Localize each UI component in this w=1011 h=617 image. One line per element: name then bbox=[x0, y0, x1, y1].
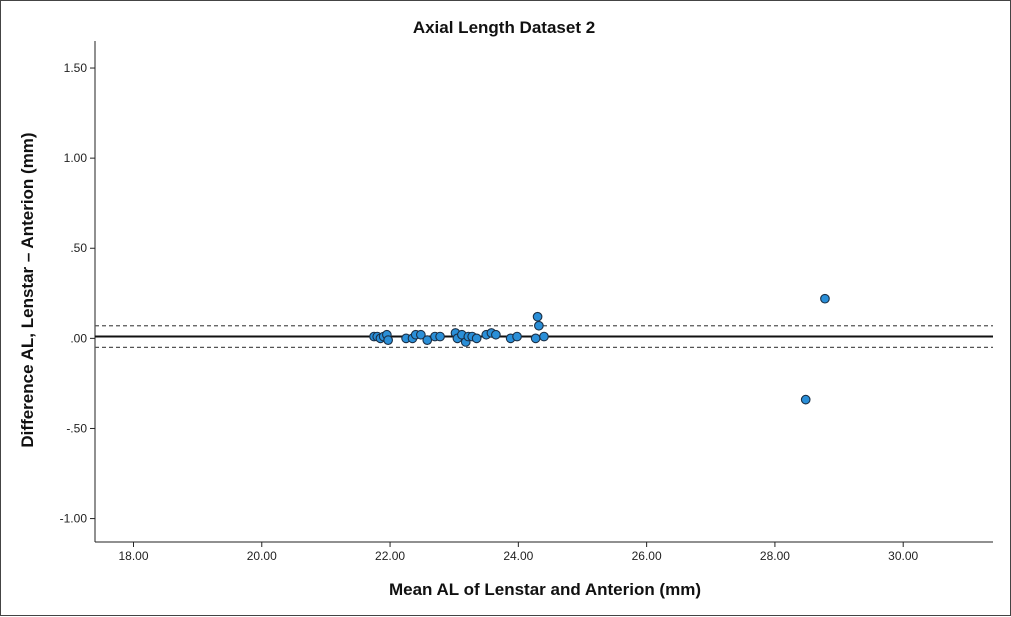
x-tick-label: 24.00 bbox=[503, 549, 533, 563]
data-point bbox=[534, 320, 544, 331]
y-tick-label: -1.00 bbox=[60, 512, 88, 526]
x-tick-label: 22.00 bbox=[375, 549, 405, 563]
data-point bbox=[383, 335, 393, 346]
y-tick-label: .50 bbox=[70, 241, 87, 255]
y-tick-label: 1.50 bbox=[64, 61, 88, 75]
x-tick-label: 20.00 bbox=[247, 549, 277, 563]
data-point bbox=[512, 331, 522, 342]
data-point bbox=[532, 311, 543, 322]
chart-title: Axial Length Dataset 2 bbox=[413, 18, 595, 37]
x-tick-label: 30.00 bbox=[888, 549, 918, 563]
data-point bbox=[800, 394, 811, 405]
x-tick-label: 18.00 bbox=[118, 549, 148, 563]
data-point bbox=[491, 329, 501, 340]
y-axis-title: Difference AL, Lenstar – Anterion (mm) bbox=[18, 132, 37, 447]
plot-area: 1.50 1.00 .50 .00 -.50 -1.00 18.00 20.00 22.00 24… bbox=[60, 41, 993, 563]
data-point bbox=[435, 331, 445, 342]
data-point bbox=[422, 335, 433, 346]
y-tick-label: 1.00 bbox=[64, 151, 88, 165]
y-tick-label: -.50 bbox=[66, 421, 87, 435]
x-axis-title: Mean AL of Lenstar and Anterion (mm) bbox=[389, 580, 701, 599]
x-tick-label: 28.00 bbox=[760, 549, 790, 563]
data-point bbox=[539, 331, 549, 342]
x-tick-label: 26.00 bbox=[632, 549, 662, 563]
data-point bbox=[530, 333, 541, 344]
data-point bbox=[820, 293, 830, 304]
data-point bbox=[415, 329, 426, 340]
data-point bbox=[471, 333, 482, 344]
y-tick-label: .00 bbox=[70, 331, 87, 345]
